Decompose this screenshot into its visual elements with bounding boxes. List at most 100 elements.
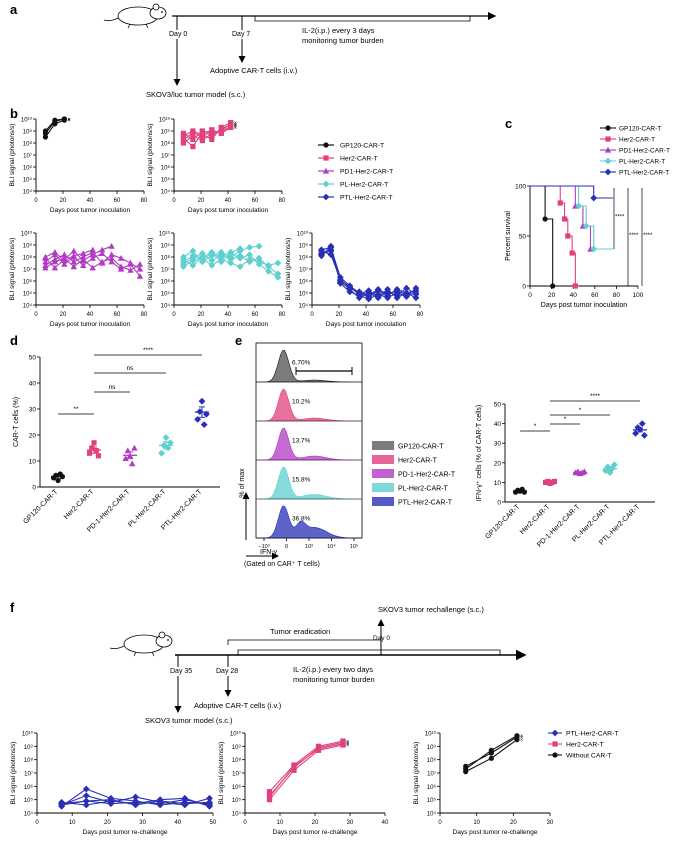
y-tick-label: 10⁹ <box>232 744 242 751</box>
legend-label: PD-1-Her2-CAR-T <box>398 472 456 479</box>
data-point <box>384 286 391 293</box>
data-point <box>89 246 96 253</box>
y-tick-label: 30 <box>494 441 502 448</box>
y-tick-label: 10⁵ <box>23 177 33 184</box>
x-tick-label: 20 <box>104 820 111 826</box>
sig-label: **** <box>590 393 601 400</box>
x-tick-label: 80 <box>141 312 148 318</box>
data-point <box>42 258 49 265</box>
sig-label: **** <box>629 233 639 239</box>
sig-label: ns <box>127 365 135 372</box>
y-tick-label: 10¹⁰ <box>159 117 171 124</box>
panel-d-label: d <box>10 333 18 348</box>
legend-label: GP120-CAR-T <box>619 126 661 133</box>
x-tick-label: 40 <box>363 312 370 318</box>
data-point <box>265 262 272 269</box>
x-tick-label: 80 <box>613 292 621 299</box>
data-point <box>209 128 215 134</box>
y-tick-label: 10⁸ <box>161 255 171 262</box>
data-point <box>246 256 253 263</box>
a-adoptive: Adoptive CAR-T cells (i.v.) <box>210 66 298 75</box>
data-point <box>374 286 382 293</box>
data-point <box>274 270 282 278</box>
y-tick-label: 10⁴ <box>161 189 171 196</box>
data-point <box>167 439 174 447</box>
data-point <box>209 136 215 142</box>
series-line <box>269 740 344 793</box>
data-point <box>393 287 401 294</box>
a-model: SKOV3/luc tumor model (s.c.) <box>146 90 246 99</box>
data-point <box>98 258 106 265</box>
data-point <box>611 461 618 469</box>
f-rechallenge: SKOV3 tumor rechallenge (s.c.) <box>378 605 484 614</box>
data-point <box>265 268 272 275</box>
survival-line <box>530 185 614 250</box>
y-tick-label: 10⁴ <box>23 303 33 310</box>
x-tick-label: 30 <box>547 820 554 826</box>
y-tick-label: 20 <box>29 433 37 440</box>
data-point <box>180 253 187 261</box>
data-point <box>218 129 224 135</box>
legend-label: PD1-Her2-CAR-T <box>619 148 670 155</box>
data-point <box>340 738 346 744</box>
sig-label: **** <box>143 347 154 354</box>
data-point <box>80 256 87 262</box>
y-tick-label: 10⁸ <box>232 757 242 764</box>
data-point <box>190 136 196 142</box>
legend-marker <box>552 741 558 747</box>
y-tick-label: 10⁴ <box>232 811 242 818</box>
y-tick-label: 10⁵ <box>161 291 171 298</box>
y-tick-label: 50 <box>29 355 37 362</box>
legend-marker <box>605 125 611 131</box>
category-label: PL-Her2-CAR-T <box>127 488 168 529</box>
y-tick-label: 10⁶ <box>161 279 171 286</box>
data-point <box>107 797 115 805</box>
y-tick-label: 10⁶ <box>427 784 437 791</box>
data-point <box>136 273 144 279</box>
data-point <box>403 284 410 292</box>
x-tick-label: 0 <box>172 312 176 318</box>
f-eradication: Tumor eradication <box>270 627 330 636</box>
y-tick-label: 10⁷ <box>23 267 32 274</box>
data-point <box>291 763 297 769</box>
legend-swatch <box>372 469 394 478</box>
sig-label: * <box>564 416 567 423</box>
data-point <box>127 261 134 267</box>
y-axis-label: BLI signal (photons/s) <box>10 742 17 805</box>
x-tick-label: 80 <box>279 312 286 318</box>
data-point <box>129 460 136 467</box>
data-point <box>61 116 67 122</box>
data-point <box>181 801 189 809</box>
chart-e-flow: 6.70% 10.2% 13.7% 15.8% 36.8% −10³ 0 10³ 10⁴ 10⁵%… <box>239 342 456 568</box>
data-point <box>227 248 235 256</box>
x-tick-label: 20 <box>60 198 67 204</box>
data-point <box>51 264 59 271</box>
y-tick-label: 20 <box>494 460 502 467</box>
data-point <box>274 274 282 281</box>
sig-label: * <box>534 423 537 430</box>
y-tick-label: 10⁹ <box>23 243 33 250</box>
data-point <box>227 253 235 261</box>
y-tick-label: 10¹⁰ <box>425 731 437 738</box>
data-point <box>98 250 106 256</box>
data-point <box>162 434 170 441</box>
sig-label: **** <box>643 233 653 239</box>
x-tick-label: 20 <box>510 820 517 826</box>
chart-b-pl-her2-car-t: 10⁴ 10⁵ 10⁶ 10⁷ 10⁸ 10⁹ 10¹⁰ 0 20 40 60 80 BLI signa… <box>147 231 286 329</box>
data-point <box>61 257 68 264</box>
panel-a-label: a <box>10 2 18 17</box>
y-tick-label: 10¹⁰ <box>297 231 309 238</box>
death-mark: × <box>520 734 523 740</box>
x-tick-label: 10 <box>69 820 76 826</box>
data-point <box>82 797 90 805</box>
f-model: SKOV3 tumor model (s.c.) <box>145 716 233 725</box>
data-point <box>463 766 469 772</box>
data-point <box>82 792 90 800</box>
y-axis-label: BLI signal (photons/s) <box>9 238 16 301</box>
data-point <box>318 247 325 255</box>
data-point <box>255 242 263 250</box>
data-point <box>561 216 568 222</box>
data-point <box>632 430 639 437</box>
y-axis-label: BLI signal (photons/s) <box>413 742 420 805</box>
data-point <box>136 265 144 272</box>
